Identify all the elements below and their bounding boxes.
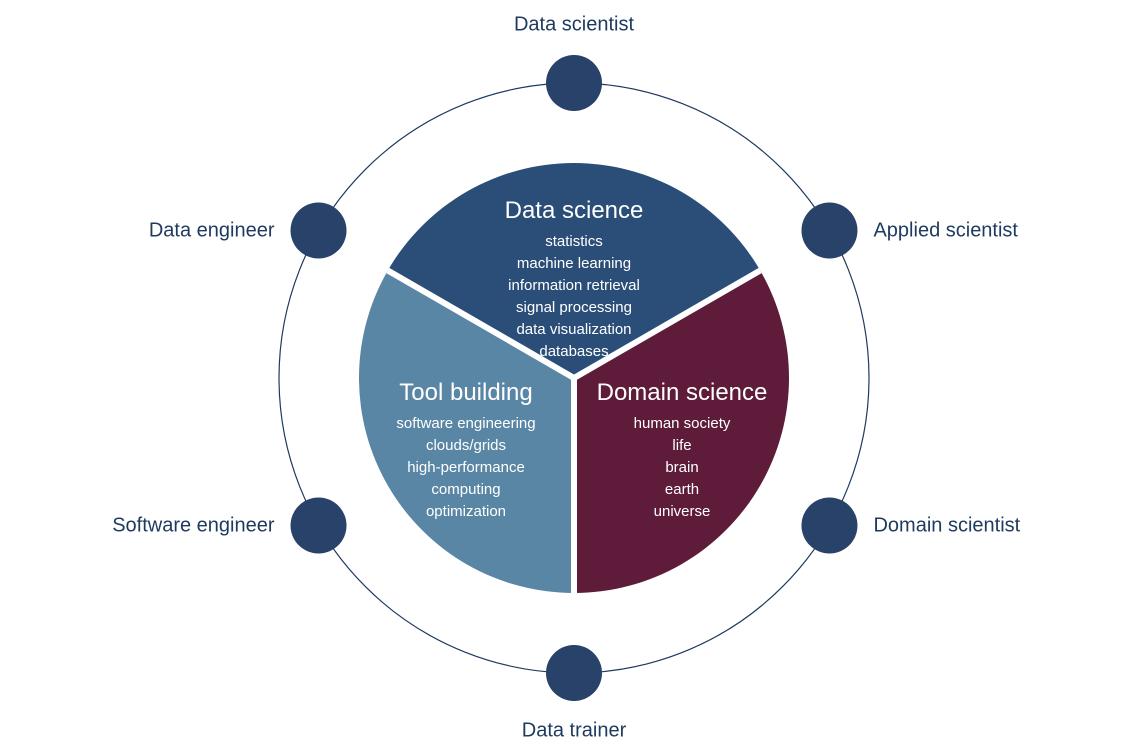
sector-item: statistics [545,233,603,250]
sector-item: universe [654,503,711,520]
sector-item: signal processing [516,299,632,316]
sector-item: high-performance [407,459,525,476]
sector-item: data visualization [516,321,631,338]
sector-title-tool-building: Tool building [399,379,532,406]
role-label-domain-scientist: Domain scientist [873,514,1020,537]
sector-item: human society [634,415,731,432]
sector-item: computing [431,481,500,498]
sector-item: machine learning [517,255,631,272]
role-node-software-engineer [291,498,347,554]
sector-item: databases [539,343,608,360]
role-node-data-engineer [291,203,347,259]
role-node-data-scientist [546,55,602,111]
sector-title-data-science: Data science [505,197,644,224]
diagram-svg: Data science statistics machine learning in… [0,0,1148,756]
sector-item: brain [665,459,698,476]
role-label-software-engineer: Software engineer [112,514,274,537]
sector-title-domain-science: Domain science [597,379,768,406]
role-label-data-trainer: Data trainer [522,720,627,743]
role-node-data-trainer [546,645,602,701]
role-label-applied-scientist: Applied scientist [873,219,1018,242]
role-node-applied-scientist [801,203,857,259]
role-label-data-engineer: Data engineer [149,219,275,242]
sector-item: clouds/grids [426,437,506,454]
sector-item: information retrieval [508,277,640,294]
sector-item: software engineering [396,415,535,432]
role-label-data-scientist: Data scientist [514,14,634,37]
sector-item: earth [665,481,699,498]
role-node-domain-scientist [801,498,857,554]
sector-item: optimization [426,503,506,520]
diagram-stage: Data science statistics machine learning in… [0,0,1148,756]
sector-item: life [672,437,691,454]
